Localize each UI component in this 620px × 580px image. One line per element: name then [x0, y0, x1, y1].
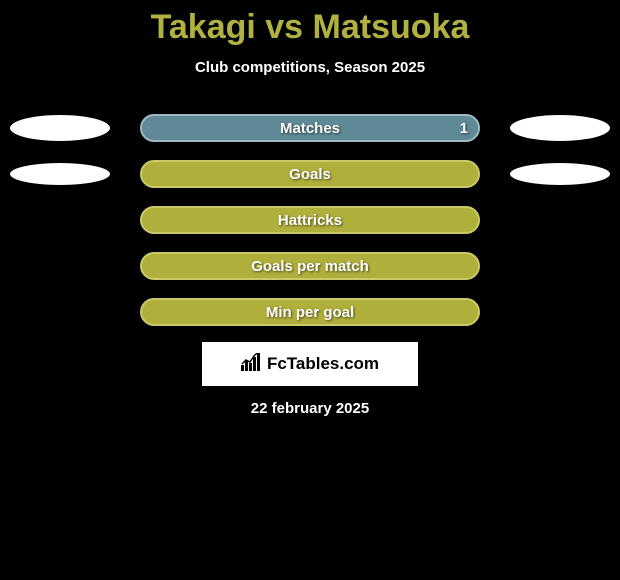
stat-label: Goals [289, 166, 331, 183]
stat-row: Min per goal [0, 298, 620, 326]
left-value-ellipse [10, 115, 110, 141]
comparison-subtitle: Club competitions, Season 2025 [0, 59, 620, 76]
stats-container: Matches 1 Goals Hattricks Goals per match Min… [0, 114, 620, 326]
stat-pill: Goals per match [140, 252, 480, 280]
stat-pill: Min per goal [140, 298, 480, 326]
left-value-ellipse [10, 163, 110, 185]
stat-row: Goals [0, 160, 620, 188]
stat-pill: Matches 1 [140, 114, 480, 142]
stat-label: Hattricks [278, 212, 342, 229]
logo-text: FcTables.com [267, 354, 379, 374]
stat-pill: Goals [140, 160, 480, 188]
stat-pill: Hattricks [140, 206, 480, 234]
logo-content: FcTables.com [241, 353, 379, 376]
stat-row: Goals per match [0, 252, 620, 280]
chart-bars-icon [241, 353, 263, 376]
stat-right-value: 1 [460, 120, 468, 137]
stat-label: Matches [280, 120, 340, 137]
comparison-title: Takagi vs Matsuoka [0, 0, 620, 47]
stat-label: Goals per match [251, 258, 369, 275]
stat-row: Hattricks [0, 206, 620, 234]
right-value-ellipse [510, 115, 610, 141]
right-value-ellipse [510, 163, 610, 185]
stat-row: Matches 1 [0, 114, 620, 142]
stat-label: Min per goal [266, 304, 354, 321]
date-text: 22 february 2025 [0, 400, 620, 417]
logo-box: FcTables.com [202, 342, 418, 386]
